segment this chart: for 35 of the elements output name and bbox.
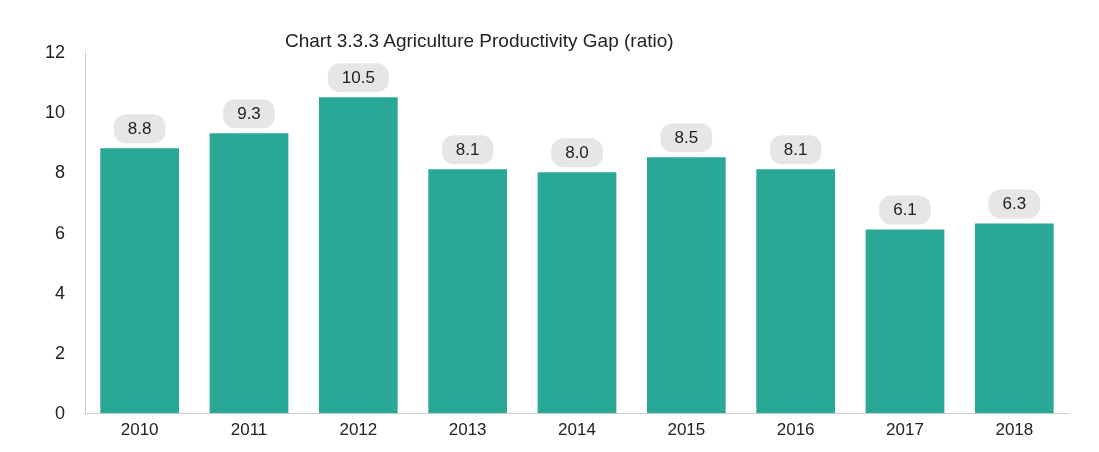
y-tick-label: 6 — [54, 222, 65, 243]
bar — [318, 97, 398, 413]
y-tick-label: 8 — [54, 162, 65, 183]
data-label: 8.1 — [455, 140, 480, 160]
x-tick-label: 2013 — [448, 420, 487, 439]
y-tick-label: 0 — [54, 403, 65, 423]
x-tick-label: 2016 — [776, 420, 815, 439]
bar — [209, 133, 289, 413]
bar — [865, 229, 945, 413]
data-label: 8.0 — [565, 143, 589, 163]
bar — [974, 223, 1054, 413]
data-label: 9.3 — [237, 104, 261, 124]
bar — [646, 157, 726, 413]
x-tick-label: 2018 — [995, 420, 1034, 439]
data-label: 10.5 — [341, 68, 375, 88]
bar — [537, 172, 617, 413]
data-label: 8.1 — [783, 140, 808, 160]
y-tick-label: 10 — [44, 102, 65, 123]
x-tick-label: 2014 — [558, 420, 596, 439]
x-tick-label: 2010 — [120, 420, 159, 439]
y-tick-label: 12 — [44, 42, 65, 62]
x-tick-label: 2012 — [339, 420, 378, 439]
x-tick-label: 2011 — [230, 420, 268, 439]
bar — [428, 169, 508, 413]
bar — [756, 169, 836, 413]
bar — [100, 148, 180, 413]
data-label: 8.5 — [674, 128, 699, 148]
y-tick-label: 2 — [54, 342, 65, 363]
data-label: 6.1 — [893, 200, 917, 220]
x-tick-label: 2017 — [886, 420, 924, 439]
y-tick-label: 4 — [54, 282, 65, 303]
data-label: 8.8 — [127, 119, 152, 139]
chart-title: Chart 3.3.3 Agriculture Productivity Gap (ratio) — [285, 30, 674, 51]
data-label: 6.3 — [1002, 194, 1027, 214]
x-tick-label: 2015 — [667, 420, 706, 439]
